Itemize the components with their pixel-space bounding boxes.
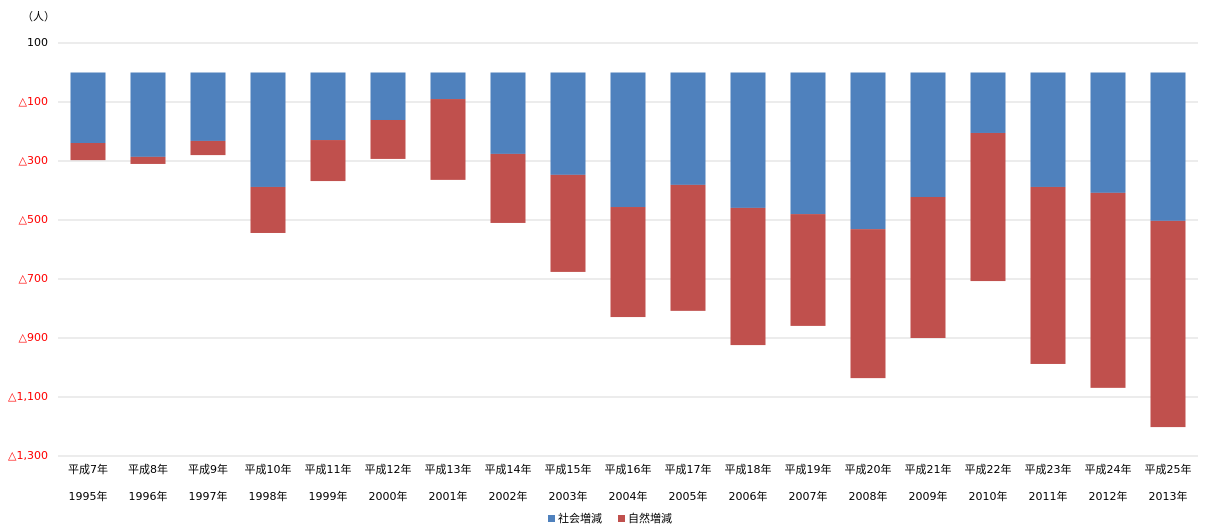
bar-segment: [1030, 72, 1066, 187]
x-tick-label: 2013年: [1149, 489, 1188, 503]
x-tick-label: 2012年: [1089, 489, 1128, 503]
bar-segment: [430, 99, 466, 180]
bar-segment: [970, 72, 1006, 133]
bar-segment: [1150, 72, 1186, 221]
bar-segment: [670, 184, 706, 311]
y-unit: （人）: [22, 10, 55, 23]
y-tick-label: △500: [19, 213, 48, 226]
bar-segment: [550, 72, 586, 175]
legend-label: 自然増減: [628, 511, 672, 525]
x-tick-label: 平成9年: [188, 462, 228, 476]
bar-segment: [550, 174, 586, 272]
bar-segment: [490, 153, 526, 223]
x-tick-label: 平成18年: [725, 462, 772, 476]
y-tick-label: △1,100: [8, 390, 48, 403]
x-tick-label: 2003年: [549, 489, 588, 503]
x-tick-label: 2007年: [789, 489, 828, 503]
bar-segment: [790, 214, 826, 326]
x-tick-label: 1999年: [309, 489, 348, 503]
bar-segment: [850, 72, 886, 230]
bar-segment: [730, 72, 766, 208]
x-tick-label: 1997年: [189, 489, 228, 503]
x-tick-label: 1996年: [129, 489, 168, 503]
x-tick-label: 平成13年: [425, 462, 472, 476]
x-tick-label: 平成23年: [1025, 462, 1072, 476]
x-tick-label: 2010年: [969, 489, 1008, 503]
bar-segment: [910, 196, 946, 338]
bar-segment: [130, 72, 166, 157]
bar-segment: [70, 143, 106, 161]
bar-segment: [1090, 72, 1126, 193]
bar-segment: [370, 119, 406, 159]
legend-label: 社会増減: [558, 511, 602, 525]
x-tick-label: 2001年: [429, 489, 468, 503]
bar-segment: [130, 156, 166, 164]
y-tick-label: △1,300: [8, 449, 48, 462]
x-tick-label: 平成7年: [68, 462, 108, 476]
x-tick-label: 平成21年: [905, 462, 952, 476]
bar-segment: [490, 72, 526, 154]
x-tick-label: 2008年: [849, 489, 888, 503]
bar-segment: [370, 72, 406, 120]
bar-segment: [310, 72, 346, 141]
x-tick-label: 平成22年: [965, 462, 1012, 476]
x-tick-label: 平成19年: [785, 462, 832, 476]
x-tick-label: 平成11年: [305, 462, 352, 476]
x-tick-label: 平成20年: [845, 462, 892, 476]
bar-segment: [70, 72, 106, 144]
bar-segment: [430, 72, 466, 100]
bar-segment: [310, 140, 346, 182]
x-tick-label: 2000年: [369, 489, 408, 503]
bar-segment: [190, 72, 226, 141]
x-tick-label: 2011年: [1029, 489, 1068, 503]
bar-segment: [190, 140, 226, 156]
bar-segment: [1030, 186, 1066, 364]
y-tick-label: △700: [19, 272, 48, 285]
x-tick-label: 2002年: [489, 489, 528, 503]
x-tick-label: 平成15年: [545, 462, 592, 476]
x-tick-label: 平成14年: [485, 462, 532, 476]
bar-segment: [610, 207, 646, 318]
x-tick-label: 1998年: [249, 489, 288, 503]
x-tick-label: 1995年: [69, 489, 108, 503]
bar-segment: [610, 72, 646, 208]
bar-segment: [250, 72, 286, 187]
x-tick-label: 平成16年: [605, 462, 652, 476]
bar-segment: [790, 72, 826, 215]
x-tick-label: 2006年: [729, 489, 768, 503]
y-tick-label: △900: [19, 331, 48, 344]
bar-segment: [850, 229, 886, 379]
bar-segment: [250, 186, 286, 233]
bar-segment: [1090, 192, 1126, 388]
x-tick-label: 平成10年: [245, 462, 292, 476]
x-tick-label: 平成25年: [1145, 462, 1192, 476]
bar-segment: [730, 207, 766, 346]
bar-segment: [970, 132, 1006, 282]
x-tick-label: 平成24年: [1085, 462, 1132, 476]
x-tick-label: 平成17年: [665, 462, 712, 476]
bar-segment: [910, 72, 946, 197]
x-tick-label: 平成8年: [128, 462, 168, 476]
y-tick-label: △300: [19, 154, 48, 167]
bar-segment: [670, 72, 706, 185]
x-tick-label: 2004年: [609, 489, 648, 503]
legend-swatch: [548, 515, 555, 522]
y-tick-label: 100: [27, 36, 48, 49]
x-tick-label: 平成12年: [365, 462, 412, 476]
y-tick-label: △100: [19, 95, 48, 108]
legend-swatch: [618, 515, 625, 522]
x-tick-label: 2005年: [669, 489, 708, 503]
x-tick-label: 2009年: [909, 489, 948, 503]
bar-segment: [1150, 220, 1186, 428]
